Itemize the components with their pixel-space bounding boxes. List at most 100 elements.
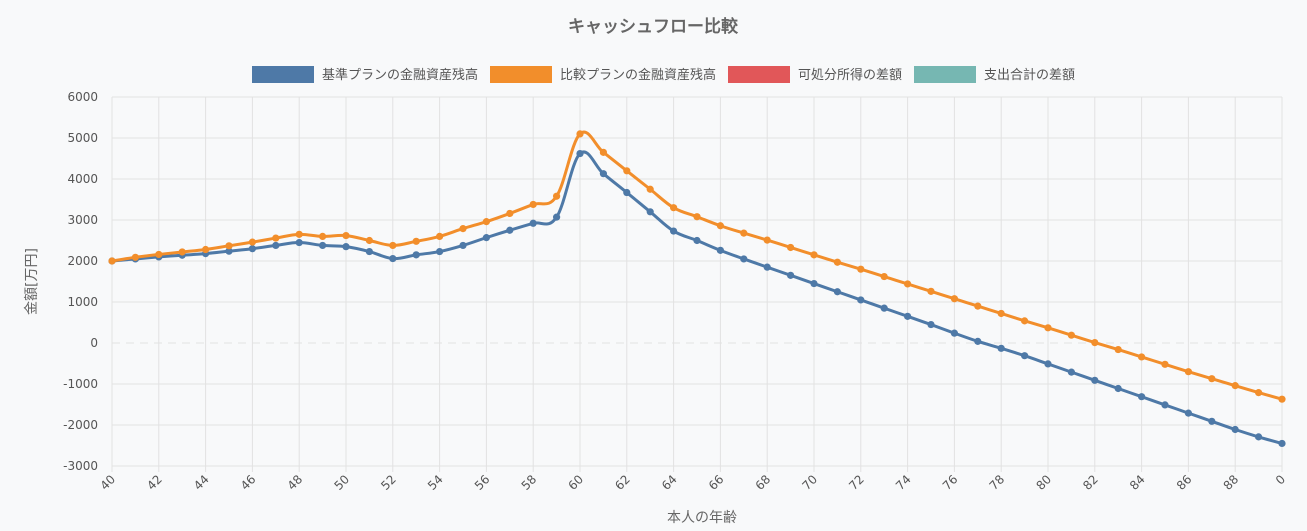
data-point[interactable] — [740, 255, 748, 263]
data-point[interactable] — [997, 344, 1005, 352]
data-point[interactable] — [1208, 375, 1216, 383]
data-point[interactable] — [810, 279, 818, 288]
data-point[interactable] — [248, 238, 256, 246]
data-point[interactable] — [716, 222, 725, 230]
data-point[interactable] — [295, 230, 303, 238]
data-point[interactable] — [272, 241, 280, 250]
data-point[interactable] — [1114, 345, 1122, 354]
data-point[interactable] — [319, 232, 327, 240]
data-point[interactable] — [1114, 384, 1122, 393]
data-point[interactable] — [529, 200, 537, 209]
data-point[interactable] — [599, 170, 608, 178]
data-point[interactable] — [482, 234, 490, 242]
data-point[interactable] — [1021, 317, 1029, 325]
data-point[interactable] — [716, 246, 725, 254]
data-point[interactable] — [1091, 338, 1099, 347]
data-point[interactable] — [131, 253, 139, 261]
data-point[interactable] — [295, 238, 303, 247]
data-point[interactable] — [506, 226, 514, 234]
data-point[interactable] — [1184, 368, 1192, 376]
data-point[interactable] — [833, 258, 842, 266]
data-point[interactable] — [974, 302, 982, 310]
data-point[interactable] — [1044, 360, 1052, 368]
data-point[interactable] — [787, 243, 795, 252]
data-point[interactable] — [646, 208, 654, 216]
data-point[interactable] — [1255, 389, 1263, 397]
data-point[interactable] — [1138, 393, 1146, 401]
data-point[interactable] — [506, 209, 514, 218]
data-point[interactable] — [950, 295, 959, 303]
data-point[interactable] — [1231, 382, 1239, 390]
data-point[interactable] — [693, 236, 701, 245]
data-point[interactable] — [1021, 352, 1029, 360]
data-point[interactable] — [248, 245, 256, 253]
data-point[interactable] — [459, 225, 467, 233]
data-point[interactable] — [1161, 401, 1169, 409]
data-point[interactable] — [670, 227, 678, 235]
data-point[interactable] — [950, 329, 959, 337]
data-point[interactable] — [623, 167, 631, 175]
data-point[interactable] — [1208, 417, 1216, 425]
data-point[interactable] — [763, 263, 771, 271]
data-point[interactable] — [857, 265, 865, 273]
data-point[interactable] — [412, 237, 420, 245]
data-point[interactable] — [646, 185, 654, 193]
data-point[interactable] — [225, 242, 233, 250]
data-point[interactable] — [787, 271, 795, 279]
data-point[interactable] — [670, 204, 678, 212]
legend-item[interactable]: 可処分所得の差額 — [728, 66, 902, 83]
data-point[interactable] — [1278, 439, 1286, 448]
data-point[interactable] — [202, 245, 210, 254]
data-point[interactable] — [974, 337, 982, 345]
data-point[interactable] — [693, 213, 701, 221]
legend-item[interactable]: 基準プランの金融資産残高 — [252, 66, 478, 83]
data-point[interactable] — [857, 296, 865, 304]
data-point[interactable] — [1278, 395, 1286, 403]
data-point[interactable] — [599, 148, 608, 156]
data-point[interactable] — [880, 272, 888, 281]
data-point[interactable] — [342, 231, 350, 240]
legend-item[interactable]: 比較プランの金融資産残高 — [490, 66, 716, 83]
data-point[interactable] — [342, 243, 350, 251]
data-point[interactable] — [178, 248, 186, 256]
data-point[interactable] — [553, 213, 561, 221]
data-point[interactable] — [1091, 376, 1099, 384]
data-point[interactable] — [904, 312, 912, 320]
data-point[interactable] — [155, 250, 163, 259]
data-point[interactable] — [459, 241, 467, 250]
data-point[interactable] — [927, 287, 935, 295]
data-point[interactable] — [272, 234, 280, 242]
data-point[interactable] — [1231, 425, 1239, 434]
data-point[interactable] — [225, 247, 233, 255]
data-point[interactable] — [1067, 368, 1075, 376]
data-point[interactable] — [482, 218, 490, 226]
data-point[interactable] — [436, 247, 444, 256]
data-point[interactable] — [833, 288, 842, 296]
data-point[interactable] — [365, 247, 373, 256]
data-point[interactable] — [1184, 409, 1192, 417]
data-point[interactable] — [1255, 433, 1263, 441]
data-point[interactable] — [810, 251, 818, 259]
data-point[interactable] — [763, 236, 771, 244]
data-point[interactable] — [904, 280, 912, 288]
data-point[interactable] — [927, 320, 935, 329]
data-point[interactable] — [576, 149, 584, 158]
data-point[interactable] — [1044, 324, 1052, 332]
data-point[interactable] — [389, 254, 397, 263]
data-point[interactable] — [740, 229, 748, 237]
data-point[interactable] — [319, 241, 327, 250]
data-point[interactable] — [108, 257, 116, 265]
data-point[interactable] — [529, 219, 537, 227]
data-point[interactable] — [576, 130, 584, 138]
data-point[interactable] — [1067, 331, 1075, 339]
data-point[interactable] — [623, 188, 631, 197]
data-point[interactable] — [436, 232, 444, 240]
data-point[interactable] — [389, 241, 397, 250]
legend-item[interactable]: 支出合計の差額 — [914, 66, 1075, 83]
data-point[interactable] — [997, 309, 1005, 318]
data-point[interactable] — [1161, 360, 1169, 368]
data-point[interactable] — [365, 236, 373, 245]
data-point[interactable] — [1138, 353, 1146, 361]
data-point[interactable] — [412, 251, 420, 259]
data-point[interactable] — [553, 192, 561, 200]
